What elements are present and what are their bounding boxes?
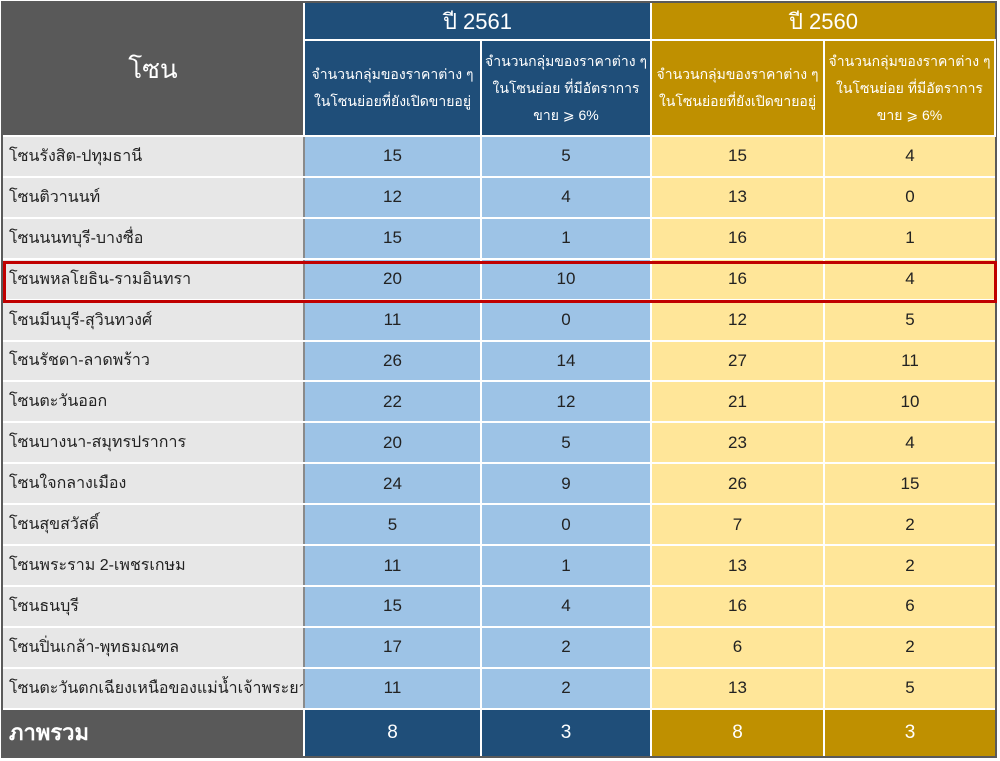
year-2560-header: ปี 2560 — [650, 3, 995, 41]
zone-name: โซนรัชดา-ลาดพร้าว — [3, 339, 305, 383]
zone-name: โซนติวานนท์ — [3, 175, 305, 219]
rate-groups-2560: 10 — [823, 380, 995, 424]
table-row: โซนปิ่นเกล้า-พุทธมณฑล 17 2 6 2 — [3, 625, 995, 669]
open-groups-2560: 16 — [650, 216, 825, 260]
rate-groups-2561: 14 — [480, 339, 652, 383]
open-groups-2560: 13 — [650, 666, 825, 710]
table-row: โซนตะวันตกเฉียงเหนือของแม่น้ำเจ้าพระยา 11… — [3, 666, 995, 710]
rate-groups-2561: 1 — [480, 216, 652, 260]
rate-groups-2560: 5 — [823, 298, 995, 342]
rate-groups-2560: 11 — [823, 339, 995, 383]
table-row: โซนตะวันออก 22 12 21 10 — [3, 380, 995, 424]
table-row: โซนสุขสวัสดิ์ 5 0 7 2 — [3, 503, 995, 547]
table-row: โซนรัชดา-ลาดพร้าว 26 14 27 11 — [3, 339, 995, 383]
open-groups-2560: 12 — [650, 298, 825, 342]
rate-groups-2560: 2 — [823, 544, 995, 587]
rate-groups-2560: 4 — [823, 421, 995, 465]
table-row: โซนติวานนท์ 12 4 13 0 — [3, 175, 995, 219]
open-groups-2560: 6 — [650, 625, 825, 669]
zone-price-group-table: โซน ปี 2561 ปี 2560 จำนวนกลุ่มของราคาต่า… — [3, 3, 996, 756]
open-groups-2561: 5 — [303, 503, 482, 547]
zone-name: โซนธนบุรี — [3, 584, 305, 628]
open-groups-2560: 13 — [650, 544, 825, 587]
zone-name: โซนพหลโยธิน-รามอินทรา — [3, 257, 305, 301]
open-groups-2561: 12 — [303, 175, 482, 219]
rate-groups-2561: 4 — [480, 584, 652, 628]
open-groups-2560: 26 — [650, 462, 825, 506]
zone-name: โซนตะวันตกเฉียงเหนือของแม่น้ำเจ้าพระยา — [3, 666, 305, 710]
zone-name: โซนใจกลางเมือง — [3, 462, 305, 506]
table-row: โซนบางนา-สมุทรปราการ 20 5 23 4 — [3, 421, 995, 465]
table-row: โซนใจกลางเมือง 24 9 26 15 — [3, 462, 995, 506]
total-value: 3 — [823, 707, 995, 756]
rate-groups-2561: 0 — [480, 503, 652, 547]
open-groups-2561: 17 — [303, 625, 482, 669]
zone-name: โซนบางนา-สมุทรปราการ — [3, 421, 305, 465]
open-groups-2560: 15 — [650, 135, 825, 178]
open-groups-2560: 27 — [650, 339, 825, 383]
open-groups-2561: 20 — [303, 421, 482, 465]
open-groups-2560: 13 — [650, 175, 825, 219]
open-groups-header-2560: จำนวนกลุ่มของราคาต่าง ๆในโซนย่อยที่ยังเป… — [650, 39, 825, 137]
zone-name: โซนปิ่นเกล้า-พุทธมณฑล — [3, 625, 305, 669]
rate-groups-header-2561: จำนวนกลุ่มของราคาต่าง ๆในโซนย่อย ที่มีอั… — [480, 39, 652, 137]
total-row: ภาพรวม 8 3 8 3 — [3, 707, 995, 756]
rate-groups-2561: 9 — [480, 462, 652, 506]
table-row: โซนรังสิต-ปทุมธานี 15 5 15 4 — [3, 135, 995, 178]
rate-groups-2561: 12 — [480, 380, 652, 424]
open-groups-2561: 11 — [303, 666, 482, 710]
zone-column-header: โซน — [3, 3, 305, 137]
rate-groups-2560: 1 — [823, 216, 995, 260]
rate-groups-2561: 4 — [480, 175, 652, 219]
rate-groups-2560: 4 — [823, 135, 995, 178]
open-groups-header-2561: จำนวนกลุ่มของราคาต่าง ๆในโซนย่อยที่ยังเป… — [303, 39, 482, 137]
rate-groups-2560: 2 — [823, 625, 995, 669]
open-groups-2561: 15 — [303, 216, 482, 260]
open-groups-2560: 7 — [650, 503, 825, 547]
open-groups-2560: 16 — [650, 584, 825, 628]
rate-groups-2560: 6 — [823, 584, 995, 628]
rate-groups-2561: 5 — [480, 421, 652, 465]
rate-groups-2561: 5 — [480, 135, 652, 178]
open-groups-2561: 24 — [303, 462, 482, 506]
table-row: โซนพระราม 2-เพชรเกษม 11 1 13 2 — [3, 544, 995, 587]
rate-groups-2561: 0 — [480, 298, 652, 342]
rate-groups-header-2560: จำนวนกลุ่มของราคาต่าง ๆในโซนย่อย ที่มีอั… — [823, 39, 996, 137]
zone-name: โซนพระราม 2-เพชรเกษม — [3, 544, 305, 587]
rate-groups-2561: 10 — [480, 257, 652, 301]
rate-groups-2560: 0 — [823, 175, 995, 219]
total-value: 8 — [303, 707, 482, 756]
rate-groups-2561: 1 — [480, 544, 652, 587]
open-groups-2561: 26 — [303, 339, 482, 383]
open-groups-2561: 20 — [303, 257, 482, 301]
zone-name: โซนนนทบุรี-บางซื่อ — [3, 216, 305, 260]
rate-groups-2561: 2 — [480, 666, 652, 710]
table-row: โซนพหลโยธิน-รามอินทรา 20 10 16 4 — [3, 257, 995, 301]
rate-groups-2560: 4 — [823, 257, 995, 301]
table-row: โซนธนบุรี 15 4 16 6 — [3, 584, 995, 628]
open-groups-2561: 22 — [303, 380, 482, 424]
zone-name: โซนตะวันออก — [3, 380, 305, 424]
rate-groups-2560: 15 — [823, 462, 995, 506]
total-label: ภาพรวม — [3, 707, 305, 756]
open-groups-2560: 23 — [650, 421, 825, 465]
open-groups-2561: 11 — [303, 298, 482, 342]
table-row: โซนนนทบุรี-บางซื่อ 15 1 16 1 — [3, 216, 995, 260]
rate-groups-2560: 5 — [823, 666, 995, 710]
zone-name: โซนมีนบุรี-สุวินทวงศ์ — [3, 298, 305, 342]
open-groups-2561: 15 — [303, 135, 482, 178]
total-value: 3 — [480, 707, 652, 756]
year-2561-header: ปี 2561 — [303, 3, 652, 41]
rate-groups-2561: 2 — [480, 625, 652, 669]
zone-name: โซนสุขสวัสดิ์ — [3, 503, 305, 547]
open-groups-2560: 21 — [650, 380, 825, 424]
table-row: โซนมีนบุรี-สุวินทวงศ์ 11 0 12 5 — [3, 298, 995, 342]
open-groups-2561: 11 — [303, 544, 482, 587]
zone-name: โซนรังสิต-ปทุมธานี — [3, 135, 305, 178]
total-value: 8 — [650, 707, 825, 756]
open-groups-2561: 15 — [303, 584, 482, 628]
rate-groups-2560: 2 — [823, 503, 995, 547]
open-groups-2560: 16 — [650, 257, 825, 301]
